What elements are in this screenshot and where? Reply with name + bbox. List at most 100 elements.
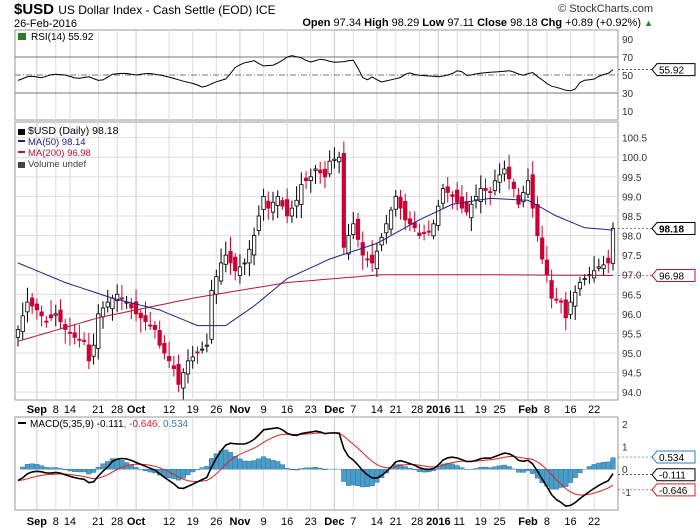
candle-body xyxy=(303,177,309,182)
candle-body xyxy=(261,195,266,210)
histogram-bar xyxy=(260,456,267,470)
candle-body xyxy=(133,301,139,315)
candle-body xyxy=(483,187,488,191)
candle-body xyxy=(58,309,63,323)
candle-body xyxy=(228,251,233,264)
rsi-y-tick: 70 xyxy=(622,53,634,64)
candle-body xyxy=(346,235,351,255)
candle-body xyxy=(455,189,460,203)
candle-body xyxy=(407,218,413,225)
candle-body xyxy=(204,344,209,347)
histogram-bar xyxy=(62,468,68,471)
candle-body xyxy=(39,311,44,317)
price-legend-item: $USD (Daily) 98.18 xyxy=(28,125,119,137)
histogram-bar xyxy=(39,465,45,470)
candle-body xyxy=(573,291,578,307)
histogram-bar xyxy=(577,468,583,474)
histogram-bar xyxy=(308,467,314,470)
candle-body xyxy=(20,315,25,332)
ma200-line xyxy=(17,274,613,342)
histogram-bar xyxy=(275,461,281,470)
histogram-bar xyxy=(478,466,484,470)
macd-y-tick: 2 xyxy=(622,420,628,431)
x-axis-label: 26 xyxy=(210,404,222,416)
candle-body xyxy=(549,280,554,299)
candle-body xyxy=(440,188,446,204)
ohlc-summary: Open 97.34 High 98.29 Low 97.11 Close 98… xyxy=(302,17,653,29)
x-axis-label: 21 xyxy=(390,404,402,416)
candle-body xyxy=(167,356,172,362)
open-label: Open xyxy=(302,17,331,29)
signal-tag: -0.646 xyxy=(618,483,696,497)
candle-body xyxy=(422,232,427,234)
x-axis-label: 14 xyxy=(371,516,383,528)
rsi-last-tag-text: 55.92 xyxy=(659,66,684,77)
x-axis-label: 25 xyxy=(494,516,506,528)
macd-y-tick: 0 xyxy=(622,465,628,476)
price-legend-item: Volume undef xyxy=(28,159,86,170)
x-axis-label: Nov xyxy=(230,516,252,528)
histogram-bar xyxy=(166,468,172,479)
legend-swatch xyxy=(18,162,25,168)
x-axis-label: Oct xyxy=(127,516,146,528)
candle-body xyxy=(492,180,498,191)
histogram-bar xyxy=(180,468,186,479)
candle-body xyxy=(299,184,304,205)
histogram-bar xyxy=(416,468,422,472)
price-y-tick: 98.5 xyxy=(622,212,642,223)
candle-body xyxy=(162,343,167,354)
histogram-bar xyxy=(525,468,531,472)
candle-body xyxy=(242,262,247,265)
candle-body xyxy=(247,248,252,264)
x-axis-label: 19 xyxy=(475,516,487,528)
x-axis-label: 16 xyxy=(281,404,293,416)
x-axis-label: 7 xyxy=(350,404,356,416)
x-axis-label: 19 xyxy=(187,404,199,416)
rsi-last-tag-box xyxy=(651,63,696,77)
candle-body xyxy=(322,168,328,178)
histogram-bar xyxy=(100,463,106,470)
candle-body xyxy=(308,176,313,182)
up-triangle-icon: ▲ xyxy=(644,18,653,28)
histogram-bar xyxy=(289,468,295,471)
histogram-bar xyxy=(242,460,248,470)
macd-y-tick: -1 xyxy=(622,488,631,499)
candle-body xyxy=(152,324,158,330)
candle-body xyxy=(393,195,398,210)
close-label: Close xyxy=(477,17,508,29)
x-axis-label: Dec xyxy=(324,404,344,416)
histogram-bar xyxy=(435,467,441,470)
histogram-bar xyxy=(204,465,210,470)
x-axis-label: 11 xyxy=(454,516,465,528)
ma200-tag: 96.98 xyxy=(618,268,696,282)
candle-body xyxy=(464,201,469,213)
candle-body xyxy=(195,351,200,354)
price-y-tick: 100.5 xyxy=(622,134,647,145)
histogram-bar xyxy=(563,468,569,488)
candle-body xyxy=(270,201,276,213)
candle-body xyxy=(209,289,214,340)
histogram-bar xyxy=(459,467,465,470)
candle-body xyxy=(77,338,82,341)
histogram-bar xyxy=(133,467,139,470)
histogram-bar xyxy=(76,468,82,473)
candle-body xyxy=(398,196,403,209)
macd-histogram xyxy=(20,449,616,490)
rsi-y-tick: 30 xyxy=(622,89,634,100)
candle-body xyxy=(502,168,507,175)
rsi-legend-icon xyxy=(18,33,26,40)
histogram-bar xyxy=(95,466,101,470)
hist-tag-box xyxy=(651,450,696,464)
histogram-bar xyxy=(497,465,503,470)
candle-body xyxy=(200,348,205,351)
instrument-name: US Dollar Index - Cash Settle (EOD) ICE xyxy=(58,3,276,17)
price-y-tick: 95.5 xyxy=(622,329,642,340)
histogram-bar xyxy=(492,466,498,470)
candle-body xyxy=(294,199,299,207)
candle-body xyxy=(171,365,176,370)
candle-body xyxy=(497,174,502,183)
candle-body xyxy=(488,191,493,193)
legend-swatch xyxy=(18,151,25,153)
x-axis-label: 28 xyxy=(411,404,423,416)
